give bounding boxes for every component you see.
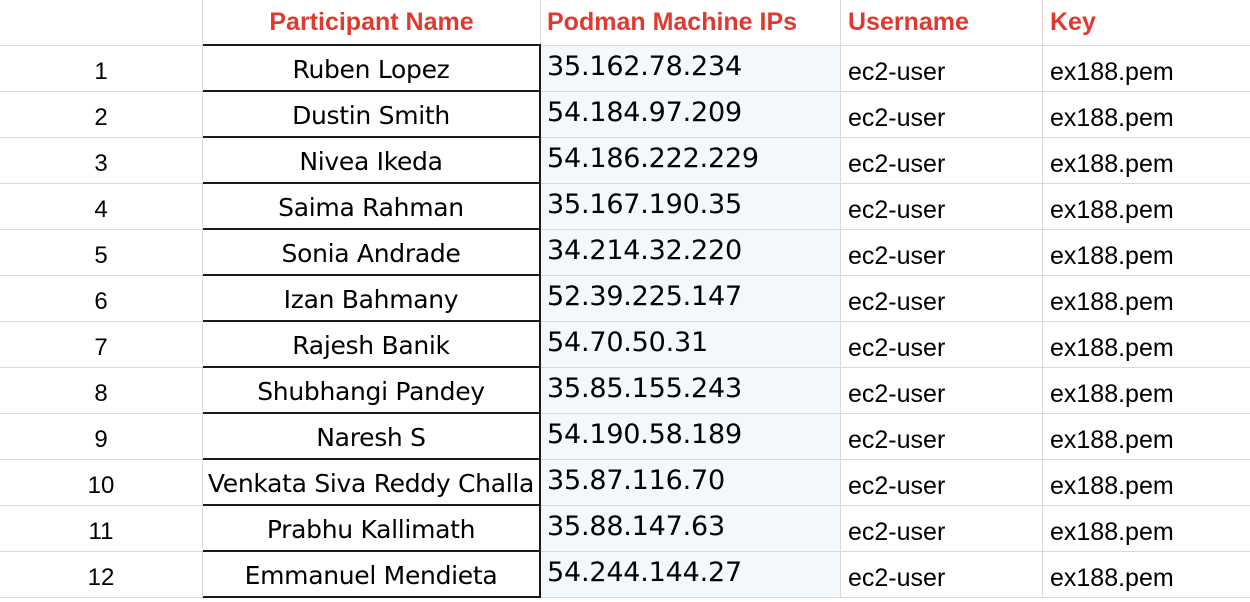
key-cell[interactable]: ex188.pem xyxy=(1043,138,1250,184)
participant-name-cell[interactable]: Prabhu Kallimath xyxy=(203,506,541,552)
key-cell[interactable]: ex188.pem xyxy=(1043,184,1250,230)
table-row: 6 Izan Bahmany 52.39.225.147 ec2-user ex188.… xyxy=(0,276,1250,322)
username-cell[interactable]: ec2-user xyxy=(841,276,1043,322)
row-number-cell[interactable]: 3 xyxy=(0,138,203,184)
row-number-cell[interactable]: 7 xyxy=(0,322,203,368)
table-row: 8 Shubhangi Pandey 35.85.155.243 ec2-user ex… xyxy=(0,368,1250,414)
participant-name-cell[interactable]: Ruben Lopez xyxy=(203,46,541,92)
participant-name-cell[interactable]: Sonia Andrade xyxy=(203,230,541,276)
key-cell[interactable]: ex188.pem xyxy=(1043,230,1250,276)
participant-name-cell[interactable]: Rajesh Banik xyxy=(203,322,541,368)
table-row: 5 Sonia Andrade 34.214.32.220 ec2-user ex188… xyxy=(0,230,1250,276)
row-number-cell[interactable]: 10 xyxy=(0,460,203,506)
name-column-top-border xyxy=(203,44,541,46)
key-cell[interactable]: ex188.pem xyxy=(1043,460,1250,506)
table-row: 12 Emmanuel Mendieta 54.244.144.27 ec2-user… xyxy=(0,552,1250,598)
participant-name-cell[interactable]: Saima Rahman xyxy=(203,184,541,230)
podman-ip-cell[interactable]: 35.162.78.234 xyxy=(541,46,841,92)
podman-ip-cell[interactable]: 34.214.32.220 xyxy=(541,230,841,276)
header-cell-username[interactable]: Username xyxy=(841,0,1043,46)
participant-name-cell[interactable]: Shubhangi Pandey xyxy=(203,368,541,414)
row-number-cell[interactable]: 8 xyxy=(0,368,203,414)
table-row: 10 Venkata Siva Reddy Challa 35.87.116.70 e… xyxy=(0,460,1250,506)
participant-name-cell[interactable]: Naresh S xyxy=(203,414,541,460)
key-cell[interactable]: ex188.pem xyxy=(1043,46,1250,92)
key-cell[interactable]: ex188.pem xyxy=(1043,276,1250,322)
participant-name-cell[interactable]: Emmanuel Mendieta xyxy=(203,552,541,598)
table-row: 4 Saima Rahman 35.167.190.35 ec2-user ex188.… xyxy=(0,184,1250,230)
key-cell[interactable]: ex188.pem xyxy=(1043,414,1250,460)
podman-ip-cell[interactable]: 35.167.190.35 xyxy=(541,184,841,230)
username-cell[interactable]: ec2-user xyxy=(841,368,1043,414)
table-row: 11 Prabhu Kallimath 35.88.147.63 ec2-user ex… xyxy=(0,506,1250,552)
key-cell[interactable]: ex188.pem xyxy=(1043,92,1250,138)
username-cell[interactable]: ec2-user xyxy=(841,460,1043,506)
podman-ip-cell[interactable]: 54.244.144.27 xyxy=(541,552,841,598)
key-cell[interactable]: ex188.pem xyxy=(1043,322,1250,368)
key-cell[interactable]: ex188.pem xyxy=(1043,368,1250,414)
podman-ip-cell[interactable]: 54.186.222.229 xyxy=(541,138,841,184)
header-cell-podman-machine-ips[interactable]: Podman Machine IPs xyxy=(541,0,841,46)
row-number-cell[interactable]: 11 xyxy=(0,506,203,552)
table-row: 7 Rajesh Banik 54.70.50.31 ec2-user ex188.pe… xyxy=(0,322,1250,368)
row-number-cell[interactable]: 1 xyxy=(0,46,203,92)
table-row: 2 Dustin Smith 54.184.97.209 ec2-user ex188.… xyxy=(0,92,1250,138)
table-row: 3 Nivea Ikeda 54.186.222.229 ec2-user ex188.… xyxy=(0,138,1250,184)
row-number-cell[interactable]: 6 xyxy=(0,276,203,322)
participant-name-cell[interactable]: Dustin Smith xyxy=(203,92,541,138)
row-number-cell[interactable]: 5 xyxy=(0,230,203,276)
participant-name-cell[interactable]: Izan Bahmany xyxy=(203,276,541,322)
header-cell-key[interactable]: Key xyxy=(1043,0,1250,46)
row-number-cell[interactable]: 2 xyxy=(0,92,203,138)
header-row: Participant Name Podman Machine IPs User… xyxy=(0,0,1250,46)
podman-ip-cell[interactable]: 52.39.225.147 xyxy=(541,276,841,322)
username-cell[interactable]: ec2-user xyxy=(841,322,1043,368)
table-row: 9 Naresh S 54.190.58.189 ec2-user ex188.pem xyxy=(0,414,1250,460)
podman-ip-cell[interactable]: 35.85.155.243 xyxy=(541,368,841,414)
header-cell-participant-name[interactable]: Participant Name xyxy=(203,0,541,46)
podman-ip-cell[interactable]: 35.87.116.70 xyxy=(541,460,841,506)
key-cell[interactable]: ex188.pem xyxy=(1043,552,1250,598)
key-cell[interactable]: ex188.pem xyxy=(1043,506,1250,552)
table-row: 1 Ruben Lopez 35.162.78.234 ec2-user ex188.p… xyxy=(0,46,1250,92)
row-number-cell[interactable]: 9 xyxy=(0,414,203,460)
podman-ip-cell[interactable]: 35.88.147.63 xyxy=(541,506,841,552)
username-cell[interactable]: ec2-user xyxy=(841,506,1043,552)
row-number-cell[interactable]: 4 xyxy=(0,184,203,230)
participant-name-cell[interactable]: Venkata Siva Reddy Challa xyxy=(203,460,541,506)
username-cell[interactable]: ec2-user xyxy=(841,92,1043,138)
podman-ip-cell[interactable]: 54.190.58.189 xyxy=(541,414,841,460)
username-cell[interactable]: ec2-user xyxy=(841,184,1043,230)
podman-ip-cell[interactable]: 54.184.97.209 xyxy=(541,92,841,138)
username-cell[interactable]: ec2-user xyxy=(841,230,1043,276)
header-cell-row-number[interactable] xyxy=(0,0,203,46)
username-cell[interactable]: ec2-user xyxy=(841,138,1043,184)
row-number-cell[interactable]: 12 xyxy=(0,552,203,598)
participant-name-cell[interactable]: Nivea Ikeda xyxy=(203,138,541,184)
username-cell[interactable]: ec2-user xyxy=(841,46,1043,92)
podman-ip-cell[interactable]: 54.70.50.31 xyxy=(541,322,841,368)
username-cell[interactable]: ec2-user xyxy=(841,414,1043,460)
username-cell[interactable]: ec2-user xyxy=(841,552,1043,598)
